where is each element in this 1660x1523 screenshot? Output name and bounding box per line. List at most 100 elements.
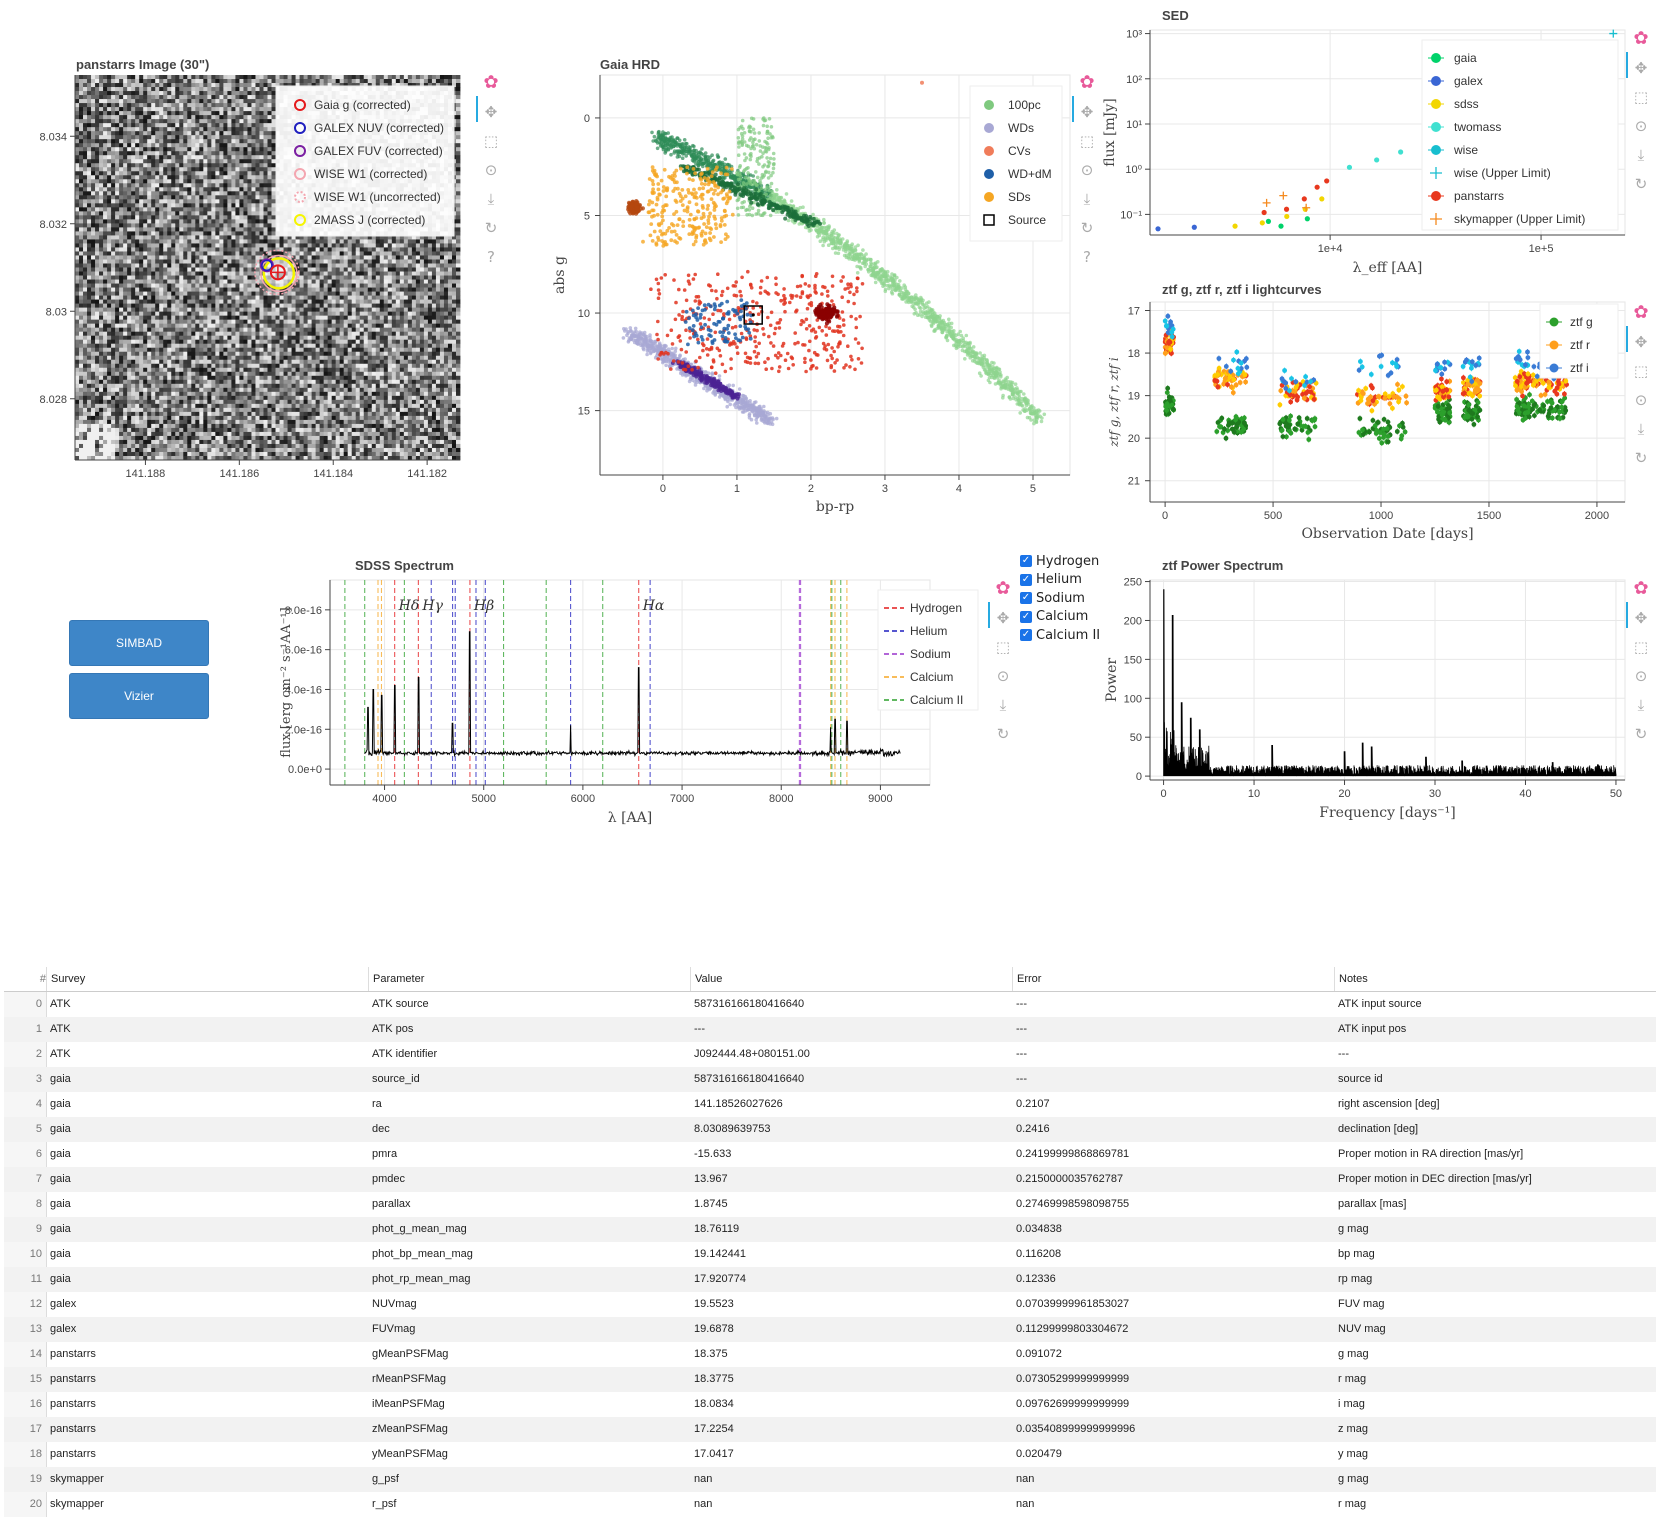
- table-row[interactable]: 7 gaia pmdec 13.967 0.2150000035762787 Proper…: [4, 1167, 1656, 1192]
- spectrum-canvas[interactable]: Hδ Hγ Hβ Hα 4000 5000 6000 7000 8000 9000 0.0e+0 2.…: [270, 550, 1010, 830]
- checkbox-calcium[interactable]: ✓ Calcium: [1020, 608, 1100, 627]
- table-row[interactable]: 13 galex FUVmag 19.6878 0.11299999803304672 N…: [4, 1317, 1656, 1342]
- legend-label: WISE W1 (uncorrected): [314, 190, 441, 204]
- table-row[interactable]: 11 gaia phot_rp_mean_mag 17.920774 0.12336 rp…: [4, 1267, 1656, 1292]
- box-zoom-icon[interactable]: ⬚: [1079, 132, 1095, 150]
- table-row[interactable]: 0 ATK ATK source 587316166180416640 --- ATK i…: [4, 992, 1656, 1017]
- box-zoom-icon[interactable]: ⬚: [483, 132, 499, 150]
- reset-icon[interactable]: ↻: [996, 725, 1010, 743]
- reset-icon[interactable]: ↻: [1634, 175, 1648, 193]
- vizier-button[interactable]: Vizier: [69, 673, 209, 719]
- box-zoom-icon[interactable]: ⬚: [1633, 362, 1649, 380]
- save-icon[interactable]: ⤓: [999, 696, 1007, 714]
- checkbox-sodium[interactable]: ✓ Sodium: [1020, 589, 1100, 608]
- table-row[interactable]: 8 gaia parallax 1.8745 0.27469998598098755 pa…: [4, 1192, 1656, 1217]
- bokeh-logo-icon[interactable]: ✿: [483, 72, 499, 93]
- wheel-zoom-icon[interactable]: ⊙: [1634, 391, 1648, 409]
- box-zoom-icon[interactable]: ⬚: [995, 638, 1011, 656]
- pan-icon[interactable]: ✥: [1634, 609, 1648, 627]
- save-icon[interactable]: ⤓: [1637, 420, 1645, 438]
- bokeh-logo-icon[interactable]: ✿: [995, 578, 1011, 599]
- table-row[interactable]: 6 gaia pmra -15.633 0.24199999868869781 Prope…: [4, 1142, 1656, 1167]
- table-row[interactable]: 16 panstarrs iMeanPSFMag 18.0834 0.097626999…: [4, 1392, 1656, 1417]
- table-row[interactable]: 4 gaia ra 141.18526027626 0.2107 right ascens…: [4, 1092, 1656, 1117]
- survey-cell: gaia: [50, 1248, 71, 1260]
- checkbox-check-icon[interactable]: ✓: [1020, 629, 1032, 642]
- y-tick-label: 17: [1128, 306, 1140, 318]
- table-row[interactable]: 18 panstarrs yMeanPSFMag 17.0417 0.020479 y m…: [4, 1442, 1656, 1467]
- save-icon[interactable]: ⤓: [1637, 696, 1645, 714]
- reset-icon[interactable]: ↻: [484, 219, 498, 237]
- value-cell: nan: [694, 1498, 713, 1510]
- header-error[interactable]: Error: [1012, 967, 1335, 991]
- save-icon[interactable]: ⤓: [487, 190, 495, 208]
- y-tick-label: 0: [584, 113, 590, 125]
- pan-icon[interactable]: ✥: [484, 103, 498, 121]
- pan-icon[interactable]: ✥: [1634, 59, 1648, 77]
- table-row[interactable]: 9 gaia phot_g_mean_mag 18.76119 0.034838 g ma…: [4, 1217, 1656, 1242]
- pan-icon[interactable]: ✥: [1080, 103, 1094, 121]
- wheel-zoom-icon[interactable]: ⊙: [1634, 117, 1648, 135]
- header-notes[interactable]: Notes: [1334, 967, 1657, 991]
- x-tick-label: 1000: [1369, 510, 1393, 522]
- table-row[interactable]: 14 panstarrs gMeanPSFMag 18.375 0.091072 g ma…: [4, 1342, 1656, 1367]
- table-row[interactable]: 19 skymapper g_psf nan nan g mag: [4, 1467, 1656, 1492]
- checkbox-check-icon[interactable]: ✓: [1020, 610, 1032, 623]
- table-row[interactable]: 20 skymapper r_psf nan nan r mag: [4, 1492, 1656, 1517]
- sed-canvas[interactable]: 1e+4 1e+5 10⁻¹ 10⁰ 10¹ 10² 10³ λ_eff [AA] flux […: [1100, 0, 1660, 280]
- pan-icon[interactable]: ✥: [1634, 333, 1648, 351]
- notes-cell: rp mag: [1338, 1273, 1373, 1285]
- table-row[interactable]: 1 ATK ATK pos --- --- ATK input pos: [4, 1017, 1656, 1042]
- value-cell: 17.920774: [694, 1273, 746, 1285]
- table-row[interactable]: 15 panstarrs rMeanPSFMag 18.3775 0.073052999…: [4, 1367, 1656, 1392]
- y-tick-label: 8.032: [39, 219, 67, 231]
- checkbox-helium[interactable]: ✓ Helium: [1020, 571, 1100, 590]
- hrd-canvas[interactable]: 0 1 2 3 4 5 0 5 10 15 bp-rp abs g 100pc WDs CVs WD+dM SD…: [530, 0, 1090, 530]
- error-cell: 0.035408999999999996: [1016, 1423, 1136, 1435]
- source-dot: [751, 313, 755, 317]
- save-icon[interactable]: ⤓: [1637, 146, 1645, 164]
- checkbox-check-icon[interactable]: ✓: [1020, 573, 1032, 586]
- save-icon[interactable]: ⤓: [1083, 190, 1091, 208]
- checkbox-check-icon[interactable]: ✓: [1020, 555, 1032, 568]
- power-line: [1163, 589, 1617, 777]
- simbad-button[interactable]: SIMBAD: [69, 620, 209, 666]
- table-row[interactable]: 17 panstarrs zMeanPSFMag 17.2254 0.035408999…: [4, 1417, 1656, 1442]
- checkbox-calcium-ii[interactable]: ✓ Calcium II: [1020, 626, 1100, 645]
- header-parameter[interactable]: Parameter: [368, 967, 691, 991]
- help-icon[interactable]: ?: [487, 248, 495, 266]
- table-row[interactable]: 10 gaia phot_bp_mean_mag 19.142441 0.116208 b…: [4, 1242, 1656, 1267]
- header-survey[interactable]: Survey: [46, 967, 369, 991]
- row-index: 18: [29, 1448, 42, 1460]
- wheel-zoom-icon[interactable]: ⊙: [484, 161, 498, 179]
- wheel-zoom-icon[interactable]: ⊙: [1634, 667, 1648, 685]
- table-body: 0 ATK ATK source 587316166180416640 --- ATK i…: [4, 992, 1656, 1517]
- wheel-zoom-icon[interactable]: ⊙: [1080, 161, 1094, 179]
- table-row[interactable]: 12 galex NUVmag 19.5523 0.07039999961853027 F…: [4, 1292, 1656, 1317]
- checkbox-hydrogen[interactable]: ✓ Hydrogen: [1020, 552, 1100, 571]
- table-row[interactable]: 5 gaia dec 8.03089639753 0.2416 declination […: [4, 1117, 1656, 1142]
- wheel-zoom-icon[interactable]: ⊙: [996, 667, 1010, 685]
- reset-icon[interactable]: ↻: [1634, 449, 1648, 467]
- box-zoom-icon[interactable]: ⬚: [1633, 638, 1649, 656]
- bokeh-logo-icon[interactable]: ✿: [1633, 302, 1649, 323]
- bokeh-logo-icon[interactable]: ✿: [1633, 28, 1649, 49]
- table-row[interactable]: 3 gaia source_id 587316166180416640 --- sourc…: [4, 1067, 1656, 1092]
- bokeh-logo-icon[interactable]: ✿: [1633, 578, 1649, 599]
- y-tick-label: 50: [1130, 732, 1142, 744]
- table-row[interactable]: 2 ATK ATK identifier J092444.48+080151.00 --…: [4, 1042, 1656, 1067]
- reset-icon[interactable]: ↻: [1080, 219, 1094, 237]
- reset-icon[interactable]: ↻: [1634, 725, 1648, 743]
- help-icon[interactable]: ?: [1083, 248, 1091, 266]
- power-canvas[interactable]: 0 10 20 30 40 50 0 50 100 150 200 250 Frequency [day…: [1100, 550, 1660, 830]
- bokeh-logo-icon[interactable]: ✿: [1079, 72, 1095, 93]
- header-value[interactable]: Value: [690, 967, 1013, 991]
- box-zoom-icon[interactable]: ⬚: [1633, 88, 1649, 106]
- header-index[interactable]: #: [39, 973, 46, 985]
- row-index: 11: [30, 1273, 42, 1285]
- lightcurve-canvas[interactable]: 0 500 1000 1500 2000 17 18 19 20 21 Observation Da…: [1100, 280, 1660, 550]
- checkbox-check-icon[interactable]: ✓: [1020, 592, 1032, 605]
- sdss-spectrum-plot: SDSS Spectrum Hδ Hγ Hβ Hα 4000 5000 6000 7000 80…: [270, 550, 1011, 830]
- image-canvas[interactable]: 141.188 141.186 141.184 141.182 8.028 8.03 8.0…: [0, 0, 500, 500]
- pan-icon[interactable]: ✥: [996, 609, 1010, 627]
